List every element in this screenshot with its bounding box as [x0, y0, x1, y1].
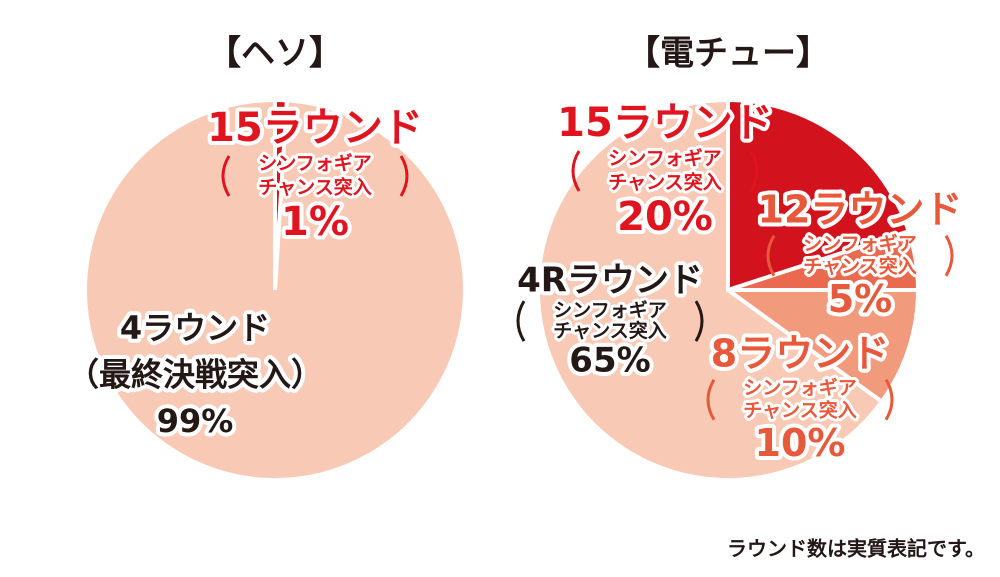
slice-label: 15ラウンド: [207, 105, 423, 151]
slice-note: シンフォギア: [608, 148, 721, 170]
paren: [884, 378, 894, 421]
paren: [766, 234, 776, 277]
value-label: 1%: [281, 199, 349, 245]
slice-label: 15ラウンド: [557, 100, 773, 146]
value-label: 65%: [569, 340, 650, 380]
slice-label: 12ラウンド: [758, 188, 963, 232]
value-label: 20%: [617, 194, 713, 240]
pie-slice: [82, 97, 467, 482]
slice-note: チャンス突入: [803, 255, 916, 278]
paren: [516, 300, 526, 342]
paren: [944, 234, 954, 277]
chart-title: 【ヘソ】: [207, 34, 343, 74]
slice-note: チャンス突入: [743, 399, 856, 422]
paren: [749, 150, 759, 192]
slice-note: シンフォギア: [743, 377, 856, 399]
paren: [571, 150, 581, 192]
pie-slice: [726, 97, 912, 293]
pie-slice: [536, 97, 885, 482]
slice-note: チャンス突入: [553, 319, 666, 342]
footnote: ラウンド数は実質表記です。: [727, 537, 985, 561]
slice-note: チャンス突入: [608, 171, 721, 194]
value-label: 99%: [157, 402, 234, 440]
slice-note: シンフォギア: [258, 153, 371, 175]
slice-note: シンフォギア: [553, 299, 666, 321]
value-label: 10%: [755, 421, 846, 465]
slice-note: チャンス突入: [258, 176, 371, 199]
paren: [694, 300, 704, 342]
paren: [706, 378, 716, 421]
slice-label: 4Rラウンド: [517, 261, 703, 301]
pie-slice: [721, 288, 921, 405]
value-label: 5%: [828, 277, 893, 321]
slice-note: シンフォギア: [803, 233, 916, 255]
slice-label: 8ラウンド: [711, 332, 889, 376]
paren: [221, 155, 231, 197]
slice-label: 4ラウンド: [120, 309, 270, 347]
slice-note: （最終決戦突入）: [67, 355, 323, 393]
chart-title: 【電チュー】: [626, 34, 830, 74]
paren: [399, 155, 409, 197]
